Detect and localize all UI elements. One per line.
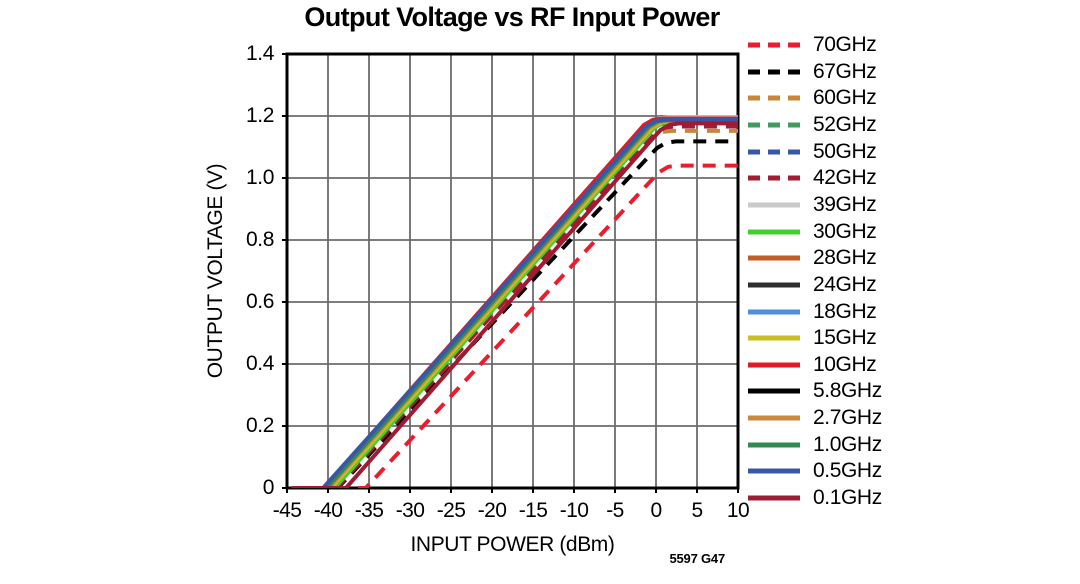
x-tick-label: -15 <box>518 499 548 522</box>
legend-item-5.8GHz: 5.8GHz <box>748 378 882 404</box>
legend-item-30GHz: 30GHz <box>748 219 877 245</box>
legend-item-10GHz: 10GHz <box>748 352 877 378</box>
legend-item-2.7GHz: 2.7GHz <box>748 405 882 431</box>
legend-label: 24GHz <box>813 272 877 296</box>
x-tick-label: -45 <box>272 499 302 522</box>
x-tick-label: -35 <box>354 499 384 522</box>
y-tick-label: 1.0 <box>246 166 274 189</box>
series-line-10GHz <box>291 116 738 488</box>
chart-title: Output Voltage vs RF Input Power <box>304 2 720 32</box>
x-tick-label: 5 <box>691 499 703 522</box>
y-tick-label: 1.4 <box>246 42 274 65</box>
legend-swatch-line <box>748 388 800 394</box>
legend-item-39GHz: 39GHz <box>748 192 877 218</box>
series-line-50GHz <box>291 120 738 488</box>
legend-label: 60GHz <box>813 86 877 110</box>
series-line-42GHz <box>291 124 738 488</box>
x-tick-label: 0 <box>650 499 662 522</box>
legend-item-28GHz: 28GHz <box>748 245 877 271</box>
legend-label: 1.0GHz <box>813 432 882 456</box>
legend: 70GHz 67GHz 60GHz 52GHz 50GHz 42GHz 39GHz 30GHz… <box>748 0 948 584</box>
legend-label: 18GHz <box>813 299 877 323</box>
legend-swatch-line <box>748 442 800 448</box>
legend-item-0.5GHz: 0.5GHz <box>748 458 882 484</box>
legend-item-1.0GHz: 1.0GHz <box>748 432 882 458</box>
legend-item-52GHz: 52GHz <box>748 112 877 138</box>
legend-item-0.1GHz: 0.1GHz <box>748 485 882 511</box>
legend-swatch-line <box>748 95 800 101</box>
legend-item-67GHz: 67GHz <box>748 59 877 85</box>
legend-label: 30GHz <box>813 219 877 243</box>
legend-swatch-line <box>748 175 800 181</box>
y-tick-label: 0.4 <box>246 352 274 375</box>
legend-swatch-line <box>748 122 800 128</box>
legend-swatch-line <box>748 69 800 75</box>
legend-swatch-line <box>748 335 800 341</box>
legend-swatch-line <box>748 415 800 421</box>
legend-label: 67GHz <box>813 59 877 83</box>
series-line-2.7GHz <box>291 119 738 488</box>
y-tick-label: 0 <box>262 476 275 499</box>
figure-number: 5597 G47 <box>669 551 725 566</box>
legend-swatch-line <box>748 282 800 288</box>
legend-label: 0.5GHz <box>813 459 882 483</box>
x-tick-label: -30 <box>395 499 425 522</box>
legend-label: 52GHz <box>813 112 877 136</box>
series-line-15GHz <box>291 119 738 488</box>
legend-swatch-line <box>748 309 800 314</box>
legend-label: 0.1GHz <box>813 486 882 510</box>
series-line-60GHz <box>291 128 738 488</box>
series-line-30GHz <box>291 119 738 488</box>
legend-item-60GHz: 60GHz <box>748 85 877 111</box>
y-tick-label: 0.2 <box>246 414 274 437</box>
legend-swatch-line <box>748 42 800 48</box>
series-line-67GHz <box>291 139 738 488</box>
legend-label: 50GHz <box>813 139 877 163</box>
y-tick-label: 0.8 <box>246 228 274 251</box>
y-axis-title: OUTPUT VOLTAGE (V) <box>204 163 227 379</box>
x-tick-label: -20 <box>477 499 507 522</box>
series-line-28GHz <box>291 119 738 488</box>
x-axis-title: INPUT POWER (dBm) <box>410 533 615 556</box>
legend-label: 10GHz <box>813 352 877 376</box>
x-tick-label: -10 <box>559 499 589 522</box>
legend-label: 15GHz <box>813 326 877 350</box>
legend-swatch-line <box>748 495 800 501</box>
legend-swatch-line <box>748 468 800 474</box>
legend-swatch-line <box>748 255 800 261</box>
legend-item-24GHz: 24GHz <box>748 272 877 298</box>
x-tick-label: -25 <box>436 499 466 522</box>
series-line-70GHz <box>291 163 738 488</box>
legend-label: 42GHz <box>813 166 877 190</box>
series-line-0.1GHz <box>291 121 738 488</box>
legend-label: 28GHz <box>813 246 877 270</box>
x-tick-label: -5 <box>606 499 624 522</box>
legend-item-15GHz: 15GHz <box>748 325 877 351</box>
legend-item-50GHz: 50GHz <box>748 139 877 165</box>
legend-label: 2.7GHz <box>813 406 882 430</box>
x-tick-label: 10 <box>726 499 750 522</box>
legend-swatch-line <box>748 362 800 368</box>
y-tick-label: 1.2 <box>246 104 274 127</box>
y-tick-label: 0.6 <box>246 290 274 313</box>
legend-item-70GHz: 70GHz <box>748 32 877 58</box>
legend-item-18GHz: 18GHz <box>748 299 877 325</box>
series-line-18GHz <box>291 117 738 488</box>
legend-swatch-line <box>748 229 800 235</box>
series-line-24GHz <box>291 118 738 488</box>
legend-label: 39GHz <box>813 192 877 216</box>
legend-label: 5.8GHz <box>813 379 882 403</box>
x-tick-label: -40 <box>313 499 343 522</box>
legend-label: 70GHz <box>813 33 877 56</box>
series-line-5.8GHz <box>291 118 738 488</box>
legend-swatch-line <box>748 149 800 155</box>
series-line-1.0GHz <box>291 118 738 488</box>
series-line-0.5GHz <box>291 117 738 488</box>
legend-item-42GHz: 42GHz <box>748 165 877 191</box>
legend-swatch-line <box>748 202 800 208</box>
